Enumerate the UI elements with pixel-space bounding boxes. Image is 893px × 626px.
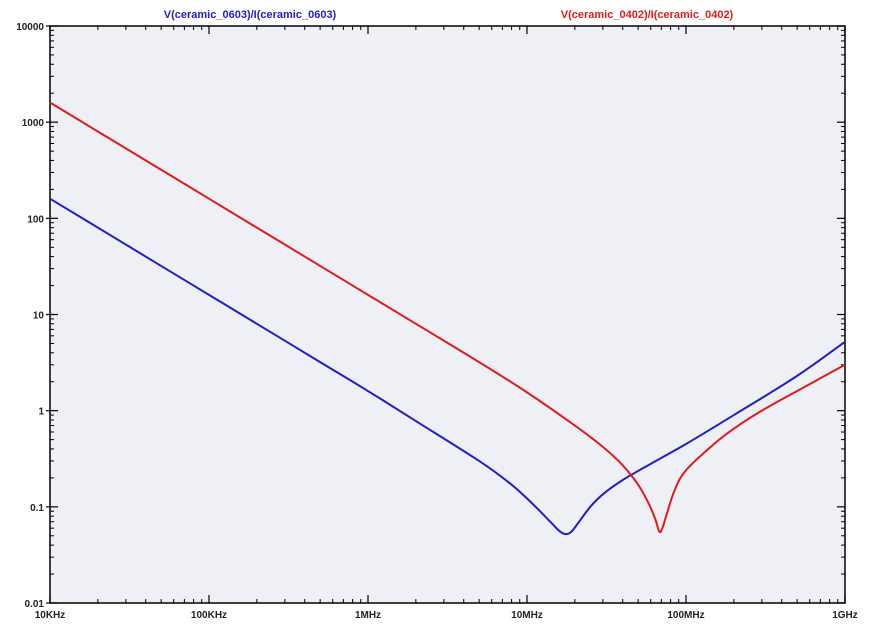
series-line-1 <box>49 101 846 534</box>
legend-series-0603: V(ceramic_0603)/I(ceramic_0603) <box>164 9 337 21</box>
x-tick-label: 1MHz <box>355 610 381 621</box>
series-line-0 <box>49 197 846 536</box>
y-tick-label: 0.1 <box>30 503 44 514</box>
x-tick-label: 1GHz <box>832 610 858 621</box>
y-axis: 10000 1000 100 10 1 0.1 0.01 <box>16 22 845 610</box>
y-tick-label: 0.01 <box>25 599 45 610</box>
y-tick-label: 1 <box>38 407 44 418</box>
y-tick-label: 10000 <box>16 22 44 33</box>
y-tick-label: 100 <box>27 214 44 225</box>
plot-area <box>49 25 846 604</box>
x-tick-label: 100KHz <box>191 610 227 621</box>
y-tick-label: 1000 <box>22 118 45 129</box>
x-tick-label: 100MHz <box>667 610 704 621</box>
x-axis: 10KHz 100KHz 1MHz 10MHz 100MHz 1GHz <box>35 26 858 621</box>
x-tick-label: 10KHz <box>35 610 66 621</box>
series-lines <box>49 101 846 536</box>
y-tick-label: 10 <box>33 311 45 322</box>
x-tick-label: 10MHz <box>511 610 543 621</box>
legend-series-0402: V(ceramic_0402)/I(ceramic_0402) <box>561 9 734 21</box>
